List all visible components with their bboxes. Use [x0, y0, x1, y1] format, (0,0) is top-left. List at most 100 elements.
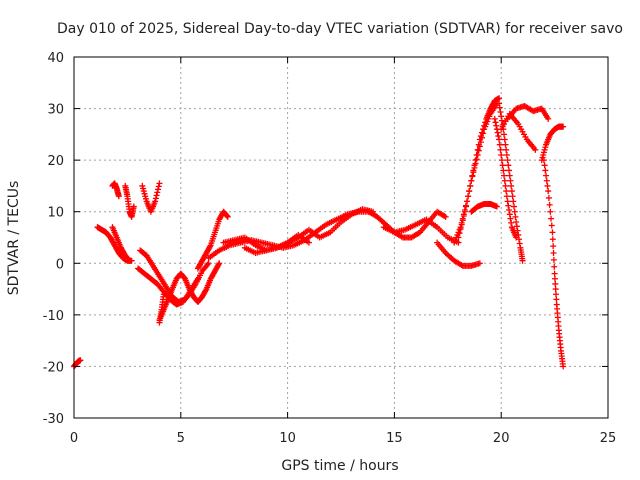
y-tick-label: -30 [43, 412, 64, 427]
data-point-marker [459, 217, 466, 224]
data-point-marker [160, 291, 167, 298]
data-point-marker [532, 146, 539, 153]
data-point-marker [549, 229, 556, 236]
series-drop-2 [491, 115, 520, 241]
data-point-marker [502, 182, 509, 189]
data-point-marker [509, 193, 516, 200]
grid [74, 57, 608, 418]
y-tick-label: 10 [47, 206, 64, 221]
data-points [71, 95, 567, 370]
data-point-marker [472, 160, 479, 167]
data-point-marker [496, 100, 503, 107]
series-recovery [194, 208, 231, 272]
data-point-marker [505, 162, 512, 169]
data-point-marker [560, 363, 567, 370]
data-point-marker [468, 177, 475, 184]
data-point-marker [545, 115, 552, 122]
series-crown-2 [498, 110, 539, 153]
data-point-marker [550, 249, 557, 256]
data-point-marker [471, 164, 478, 171]
data-point-marker [501, 131, 508, 138]
data-point-marker [551, 270, 558, 277]
series-spike-a [109, 180, 122, 200]
data-point-marker [469, 173, 476, 180]
data-point-marker [507, 177, 514, 184]
data-point-marker [506, 206, 513, 213]
data-point-marker [496, 136, 503, 143]
data-point-marker [194, 275, 201, 282]
data-point-marker [550, 256, 557, 263]
data-point-marker [476, 260, 483, 267]
data-point-marker [204, 261, 211, 268]
y-tick-label: 20 [47, 154, 64, 169]
data-point-marker [503, 151, 510, 158]
data-point-marker [551, 263, 558, 270]
data-point-marker [508, 182, 515, 189]
data-point-marker [478, 129, 485, 136]
data-point-marker [548, 222, 555, 229]
series-spike-c [139, 180, 163, 215]
data-point-marker [474, 151, 481, 158]
data-point-marker [491, 115, 498, 122]
data-point-marker [545, 194, 552, 201]
series-dip-2 [137, 247, 201, 305]
series-crown [504, 102, 552, 122]
series-spike-b [122, 182, 137, 220]
data-point-marker [496, 141, 503, 148]
data-point-marker [560, 123, 567, 130]
data-point-marker [473, 156, 480, 163]
data-point-marker [498, 151, 505, 158]
data-point-marker [553, 291, 560, 298]
data-point-marker [152, 198, 159, 205]
data-point-marker [205, 260, 212, 267]
x-tick-label: 15 [386, 431, 403, 446]
series-final-drop [540, 157, 567, 370]
data-point-marker [460, 213, 467, 220]
data-point-marker [153, 192, 160, 199]
data-point-marker [466, 188, 473, 195]
data-point-marker [500, 167, 507, 174]
data-point-marker [470, 169, 477, 176]
data-point-marker [516, 240, 523, 247]
data-point-marker [553, 296, 560, 303]
data-point-marker [224, 213, 231, 220]
data-point-marker [501, 172, 508, 179]
data-point-marker [549, 236, 556, 243]
data-point-marker [462, 203, 469, 210]
data-point-marker [206, 243, 213, 250]
series-tail [538, 123, 567, 164]
data-point-marker [224, 213, 231, 220]
series-early-drop-2 [109, 224, 133, 264]
data-point-marker [215, 261, 222, 268]
data-point-marker [545, 188, 552, 195]
y-tick-label: 40 [47, 51, 64, 66]
data-point-marker [511, 208, 518, 215]
data-point-marker [552, 280, 559, 287]
data-point-marker [154, 189, 161, 196]
data-point-marker [540, 157, 547, 164]
y-axis-label: SDTVAR / TECUs [6, 181, 22, 296]
data-point-marker [493, 203, 500, 210]
data-point-marker [494, 129, 501, 136]
data-point-marker [480, 130, 487, 137]
series-dip-3 [156, 260, 223, 324]
data-point-marker [512, 213, 519, 220]
data-point-marker [155, 186, 162, 193]
data-point-marker [547, 208, 554, 215]
data-point-marker [477, 139, 484, 146]
data-point-marker [552, 286, 559, 293]
data-point-marker [506, 211, 513, 218]
data-point-marker [496, 95, 503, 102]
plot-frame [73, 56, 609, 419]
data-point-marker [467, 182, 474, 189]
data-point-marker [546, 201, 553, 208]
data-point-marker [478, 134, 485, 141]
data-point-marker [505, 202, 512, 209]
series-climb-2 [455, 100, 500, 241]
x-tick-label: 20 [493, 431, 510, 446]
data-point-marker [492, 119, 499, 126]
data-point-marker [519, 257, 526, 264]
data-point-marker [498, 113, 505, 120]
data-point-marker [499, 162, 506, 169]
y-tick-label: -20 [43, 360, 64, 375]
